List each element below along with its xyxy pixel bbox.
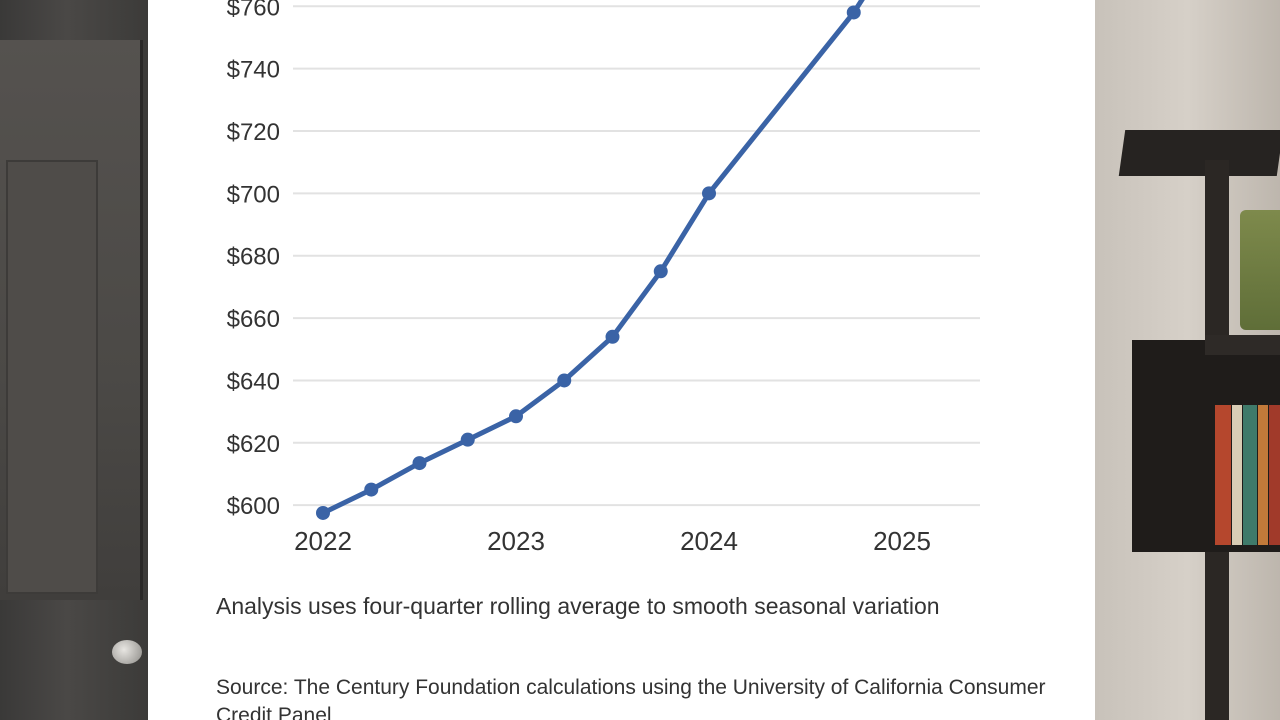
gridlines <box>293 5 980 507</box>
x-tick-label: 2023 <box>487 526 545 556</box>
data-point <box>412 456 427 471</box>
y-tick-label: $640 <box>227 368 280 395</box>
line-chart: $600 $620 $640 $660 $680 $700 $720 $740 $760 202… <box>227 0 980 556</box>
y-tick-label: $660 <box>227 306 280 333</box>
series-layer <box>316 0 865 520</box>
data-point <box>460 432 475 447</box>
y-tick-label: $620 <box>227 431 280 458</box>
x-tick-label: 2024 <box>680 526 738 556</box>
y-axis-ticks: $600 $620 $640 $660 $680 $700 $720 $740 $760 <box>227 0 280 520</box>
x-axis-ticks: 2022 2023 2024 2025 <box>294 526 931 556</box>
data-point <box>557 373 572 388</box>
data-point <box>316 505 330 520</box>
data-point <box>702 186 716 201</box>
background-book <box>1258 405 1268 545</box>
data-point <box>364 482 379 497</box>
chart-footnote: Analysis uses four-quarter rolling avera… <box>216 593 940 619</box>
y-tick-label: $760 <box>227 0 280 21</box>
x-tick-label: 2022 <box>294 526 352 556</box>
y-tick-label: $680 <box>227 244 280 271</box>
chart-source: Source: The Century Foundation calculati… <box>216 676 1046 720</box>
background-book <box>1269 405 1280 545</box>
background-plant <box>1240 210 1280 330</box>
chart-card: $600 $620 $640 $660 $680 $700 $720 $740 $760 202… <box>148 0 1095 720</box>
x-tick-label: 2025 <box>873 526 931 556</box>
background-door-knob <box>112 640 142 664</box>
background-shelf-top <box>1118 130 1280 176</box>
data-point <box>653 264 668 279</box>
y-tick-label: $740 <box>227 57 280 84</box>
data-point <box>846 5 861 20</box>
y-tick-label: $700 <box>227 181 280 208</box>
background-book <box>1232 405 1242 545</box>
background-door-inset <box>6 160 98 594</box>
background-book <box>1243 405 1257 545</box>
y-tick-label: $600 <box>227 493 280 520</box>
background-shelf-board <box>1205 335 1280 355</box>
data-point <box>509 409 523 424</box>
data-point <box>605 329 620 344</box>
background-door <box>0 40 143 600</box>
y-tick-label: $720 <box>227 119 280 146</box>
background-book <box>1215 405 1231 545</box>
